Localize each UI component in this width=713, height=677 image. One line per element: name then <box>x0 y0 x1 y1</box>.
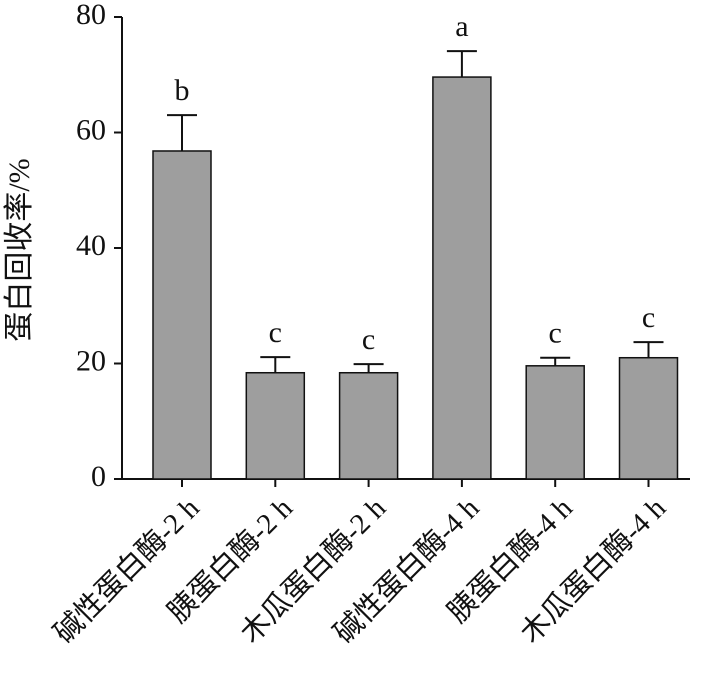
y-axis-label: 蛋白回收率/% <box>3 158 36 341</box>
bar <box>338 371 399 480</box>
significance-letter: c <box>549 317 562 350</box>
y-tick-label: 80 <box>76 0 106 31</box>
significance-letter: a <box>455 10 468 43</box>
bar <box>618 356 679 480</box>
bar <box>152 150 212 480</box>
significance-letter: c <box>362 323 375 356</box>
significance-letter: b <box>175 74 190 107</box>
significance-letter: c <box>642 301 655 334</box>
y-tick-label: 0 <box>91 460 106 493</box>
bar <box>245 371 306 480</box>
y-tick-label: 60 <box>76 113 106 146</box>
bar <box>525 365 585 480</box>
significance-letter: c <box>269 316 282 349</box>
y-tick-label: 20 <box>76 344 106 377</box>
y-tick-label: 40 <box>76 229 106 262</box>
bar <box>432 76 492 480</box>
